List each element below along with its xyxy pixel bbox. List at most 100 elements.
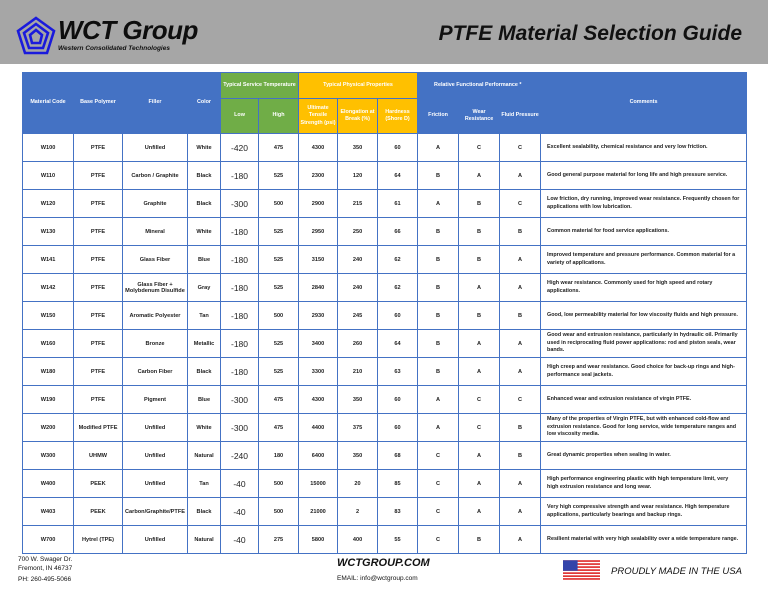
cell-filler: Unfilled	[122, 133, 188, 162]
cell-code: W141	[22, 245, 74, 274]
cell-hardness: 68	[377, 441, 419, 470]
cell-friction: A	[417, 385, 460, 414]
cell-color: Blue	[187, 245, 221, 274]
cell-elongation: 250	[337, 217, 379, 246]
cell-wear: A	[458, 497, 501, 526]
cell-polymer: PTFE	[73, 357, 123, 386]
cell-wear: B	[458, 245, 501, 274]
cell-low: -180	[220, 245, 259, 274]
cell-hardness: 60	[377, 385, 419, 414]
table-row: W130 PTFE Mineral White -180 525 2950 250 66 B B B C…	[22, 217, 748, 246]
cell-polymer: PEEK	[73, 469, 123, 498]
cell-filler: Pigment	[122, 385, 188, 414]
cell-friction: C	[417, 441, 460, 470]
cell-filler: Bronze	[122, 329, 188, 358]
cell-hardness: 66	[377, 217, 419, 246]
group-physical-properties: Typical Physical Properties	[298, 72, 419, 99]
cell-low: -240	[220, 441, 259, 470]
company-name: WCT Group	[58, 15, 198, 45]
cell-fluid: B	[499, 413, 542, 442]
cell-tensile: 2900	[298, 189, 339, 218]
cell-wear: B	[458, 217, 501, 246]
cell-hardness: 64	[377, 329, 419, 358]
cell-wear: B	[458, 301, 501, 330]
phone: PH: 260-495-5066	[18, 575, 72, 583]
col-base-polymer: Base Polymer	[73, 72, 123, 134]
cell-filler: Unfilled	[122, 413, 188, 442]
cell-filler: Unfilled	[122, 469, 188, 498]
cell-high: 180	[257, 441, 300, 470]
col-high: High	[257, 98, 300, 134]
cell-color: Natural	[187, 525, 221, 554]
cell-filler: Glass Fiber + Molybdenum Disulfide	[122, 273, 188, 302]
cell-filler: Aromatic Polyester	[122, 301, 188, 330]
cell-elongation: 350	[337, 133, 379, 162]
cell-color: Black	[187, 357, 221, 386]
cell-high: 500	[257, 189, 300, 218]
table-row: W141 PTFE Glass Fiber Blue -180 525 3150 240 62 B…	[22, 245, 748, 274]
cell-tensile: 4300	[298, 133, 339, 162]
cell-hardness: 61	[377, 189, 419, 218]
email-link[interactable]: EMAIL: info@wctgroup.com	[337, 575, 418, 582]
col-tensile: Ultimate Tensile Strength (psi)	[298, 98, 339, 134]
cell-friction: B	[417, 217, 460, 246]
cell-polymer: PTFE	[73, 385, 123, 414]
col-fluid: Fluid Pressure	[499, 98, 542, 134]
table-row: W120 PTFE Graphite Black -300 500 2900 215 61 A B C…	[22, 189, 748, 218]
cell-filler: Unfilled	[122, 525, 188, 554]
cell-code: W400	[22, 469, 74, 498]
cell-low: -40	[220, 497, 259, 526]
cell-tensile: 15000	[298, 469, 339, 498]
cell-elongation: 245	[337, 301, 379, 330]
cell-color: Black	[187, 189, 221, 218]
cell-fluid: A	[499, 161, 542, 190]
cell-polymer: UHMW	[73, 441, 123, 470]
company-subtitle: Western Consolidated Technologies	[58, 45, 170, 52]
cell-fluid: B	[499, 217, 542, 246]
col-hardness: Hardness (Shore D)	[377, 98, 419, 134]
cell-tensile: 21000	[298, 497, 339, 526]
cell-low: -40	[220, 525, 259, 554]
col-filler: Filler	[122, 72, 188, 134]
us-flag-icon	[563, 560, 600, 580]
table-row: W190 PTFE Pigment Blue -300 475 4300 350 60 A C C En…	[22, 385, 748, 414]
cell-code: W130	[22, 217, 74, 246]
cell-friction: C	[417, 497, 460, 526]
cell-elongation: 215	[337, 189, 379, 218]
table-row: W403 PEEK Carbon/Graphite/PTFE Black -40 500 2…	[22, 497, 748, 526]
cell-low: -180	[220, 161, 259, 190]
cell-high: 525	[257, 357, 300, 386]
address-line2: Fremont, IN 46737	[18, 564, 73, 572]
cell-polymer: PTFE	[73, 189, 123, 218]
cell-low: -180	[220, 273, 259, 302]
cell-high: 525	[257, 161, 300, 190]
cell-code: W700	[22, 525, 74, 554]
cell-polymer: PEEK	[73, 497, 123, 526]
website-link[interactable]: WCTGROUP.COM	[337, 557, 430, 569]
cell-hardness: 64	[377, 161, 419, 190]
cell-wear: A	[458, 441, 501, 470]
cell-elongation: 20	[337, 469, 379, 498]
cell-comment: Great dynamic properties when sealing in…	[540, 441, 748, 470]
cell-wear: C	[458, 385, 501, 414]
table-row: W110 PTFE Carbon / Graphite Black -180 525 230…	[22, 161, 748, 190]
cell-elongation: 210	[337, 357, 379, 386]
cell-filler: Mineral	[122, 217, 188, 246]
cell-friction: B	[417, 245, 460, 274]
cell-fluid: C	[499, 133, 542, 162]
cell-elongation: 375	[337, 413, 379, 442]
cell-code: W120	[22, 189, 74, 218]
cell-color: Blue	[187, 385, 221, 414]
cell-high: 275	[257, 525, 300, 554]
table-row: W180 PTFE Carbon Fiber Black -180 525 3300 210 6…	[22, 357, 748, 386]
cell-low: -40	[220, 469, 259, 498]
cell-tensile: 4400	[298, 413, 339, 442]
cell-comment: Very high compressive strength and wear …	[540, 497, 748, 526]
address-line1: 700 W. Swager Dr.	[18, 556, 73, 563]
cell-color: Tan	[187, 469, 221, 498]
cell-fluid: B	[499, 441, 542, 470]
cell-comment: Enhanced wear and extrusion resistance o…	[540, 385, 748, 414]
cell-hardness: 62	[377, 245, 419, 274]
table-row: W142 PTFE Glass Fiber + Molybdenum Disulfi…	[22, 273, 748, 302]
cell-hardness: 60	[377, 301, 419, 330]
